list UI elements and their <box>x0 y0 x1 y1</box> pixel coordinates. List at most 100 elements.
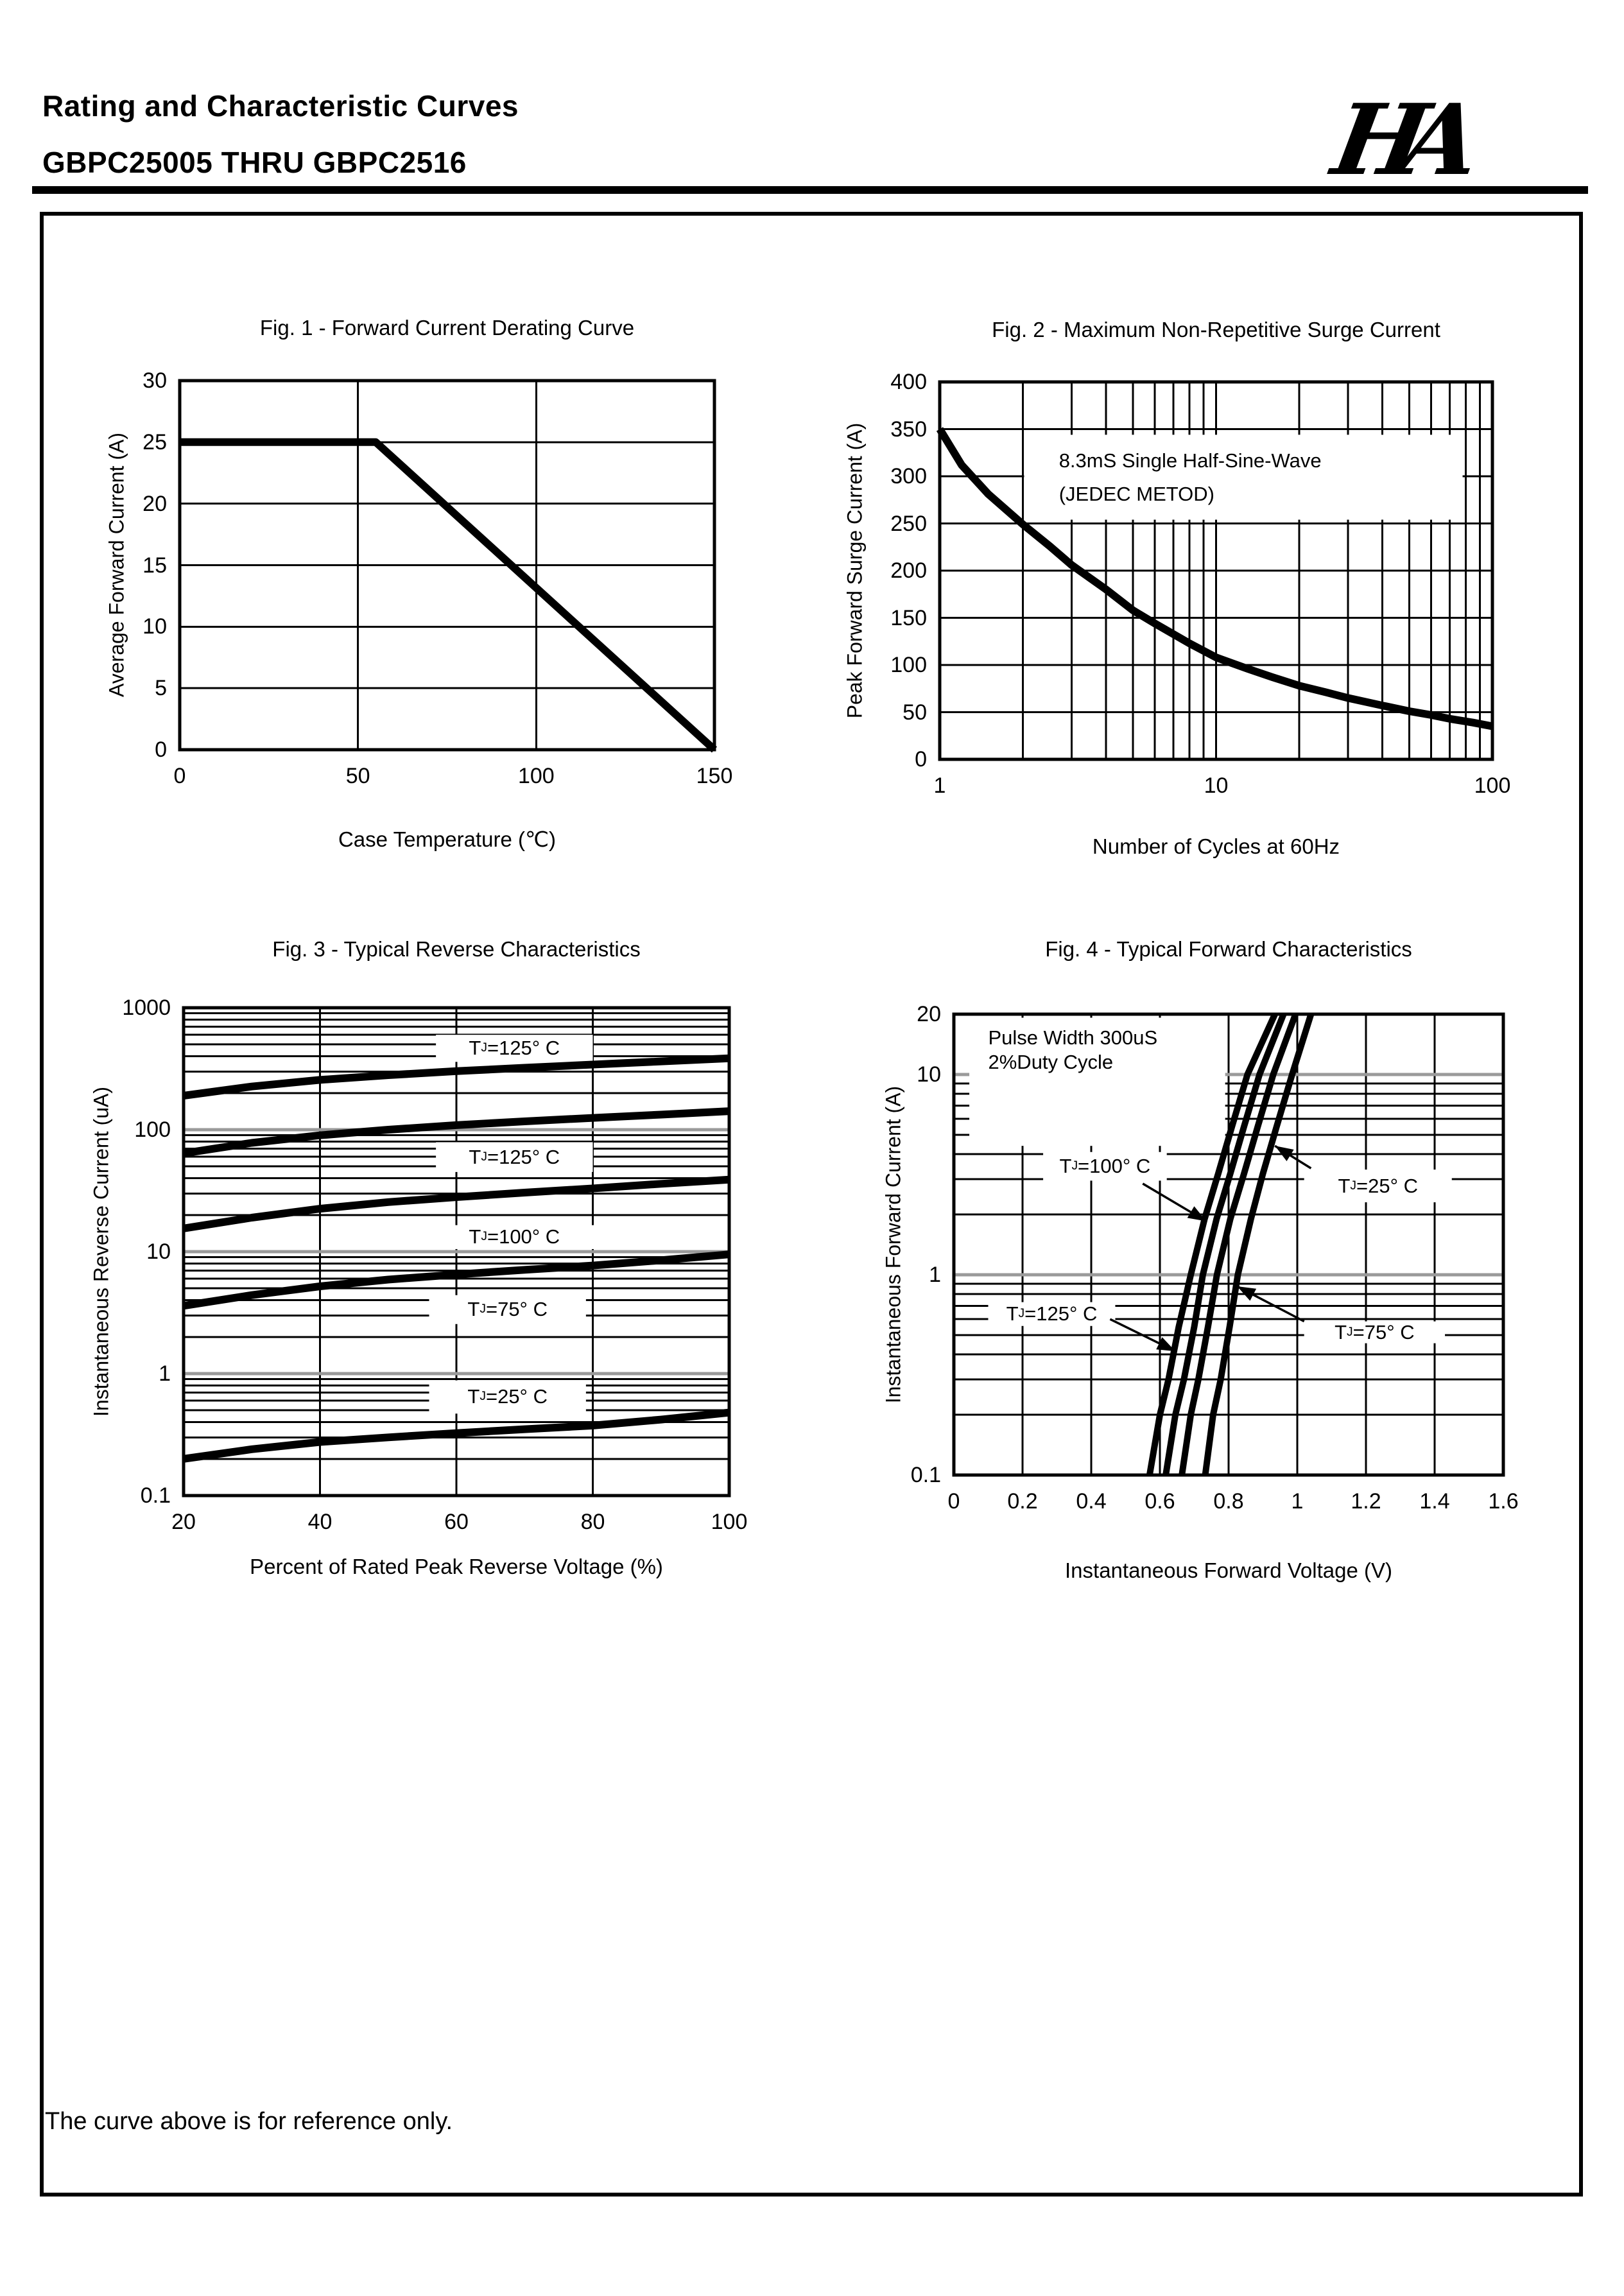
y-tick-label: 150 <box>890 605 927 630</box>
curve-tj-75-c <box>183 1250 730 1310</box>
curve-tj-100-c <box>183 1175 730 1232</box>
x-tick-label: 1.4 <box>1419 1489 1450 1514</box>
plot-border <box>938 380 1494 761</box>
brand-logo: HA <box>1325 82 1467 197</box>
curve-tj-125-c-lower- <box>183 1107 730 1157</box>
y-tick-label: 20 <box>917 1002 941 1026</box>
y-tick-label: 15 <box>143 553 167 578</box>
annotation-label: T J =100° C <box>469 1225 560 1248</box>
y-tick-label: 200 <box>890 558 927 583</box>
plot-border <box>178 379 716 752</box>
figure-4-title: Fig. 4 - Typical Forward Characteristics <box>1045 937 1412 961</box>
y-tick-label: 1000 <box>122 996 171 1020</box>
y-tick-label: 100 <box>134 1118 171 1142</box>
y-tick-label: 50 <box>903 700 927 725</box>
y-tick-label: 400 <box>890 370 927 394</box>
annotation-text: Pulse Width 300uS <box>988 1026 1158 1049</box>
annotation-text: 2%Duty Cycle <box>988 1050 1114 1073</box>
x-tick-label: 0 <box>947 1489 960 1514</box>
x-tick-label: 40 <box>307 1510 333 1534</box>
part-number-range: GBPC25005 THRU GBPC2516 <box>42 146 467 179</box>
y-tick-label: 25 <box>143 429 167 454</box>
x-tick-label: 1.2 <box>1351 1489 1381 1514</box>
curve-tj-75-c <box>1179 1013 1299 1476</box>
y-tick-label: 1 <box>929 1262 941 1287</box>
annotation-label: T J =125° C <box>469 1037 560 1060</box>
content-border-box <box>40 212 1583 2197</box>
reference-note: The curve above is for reference only. <box>45 2108 453 2135</box>
y-tick-label: 300 <box>890 464 927 488</box>
annotation-box <box>429 1225 600 1249</box>
y-tick-label: 250 <box>890 511 927 536</box>
annotation-text: 8.3mS Single Half-Sine-Wave <box>1058 449 1322 472</box>
annotation-label: T J =100° C <box>1059 1155 1151 1178</box>
figure-1-x-axis-label: Case Temperature (℃) <box>338 827 557 851</box>
annotation-box <box>1304 1321 1446 1343</box>
x-tick-label: 80 <box>580 1510 605 1534</box>
x-tick-label: 1 <box>933 773 946 798</box>
y-tick-label: 0.1 <box>140 1483 171 1508</box>
y-tick-label: 5 <box>155 676 167 701</box>
y-tick-label: 100 <box>890 653 927 677</box>
x-tick-label: 0.8 <box>1213 1489 1244 1514</box>
curve-tj-25-c <box>183 1408 730 1463</box>
x-tick-label: 1 <box>1291 1489 1304 1514</box>
annotation-box <box>436 1035 593 1062</box>
y-tick-label: 20 <box>143 491 167 516</box>
annotation-text: (JEDEC METOD) <box>1058 482 1214 505</box>
curve-forward-current-derating <box>180 438 718 753</box>
x-tick-label: 10 <box>1204 773 1229 798</box>
annotation-box <box>429 1295 586 1324</box>
x-tick-label: 0.4 <box>1076 1489 1107 1514</box>
annotation-label: T J =75° C <box>1335 1320 1415 1343</box>
curve-tj-100-c <box>1162 1013 1287 1476</box>
curve-tj-125-c <box>1146 1012 1278 1476</box>
x-tick-label: 0.6 <box>1145 1489 1175 1514</box>
annotation-label: T J =25° C <box>1338 1174 1418 1197</box>
header-divider-rule <box>32 186 1588 194</box>
y-tick-label: 0.1 <box>910 1463 941 1487</box>
annotation-box <box>1024 435 1463 520</box>
x-tick-label: 100 <box>711 1510 748 1534</box>
chart-canvas <box>936 380 1494 761</box>
annotation-box <box>1304 1170 1452 1203</box>
y-tick-label: 1 <box>159 1361 171 1386</box>
y-tick-label: 0 <box>915 747 927 772</box>
annotation-label: T J =75° C <box>467 1298 548 1321</box>
x-tick-label: 100 <box>1474 773 1511 798</box>
annotation-label: T J =25° C <box>467 1385 548 1408</box>
figure-2-x-axis-label: Number of Cycles at 60Hz <box>1092 834 1340 858</box>
y-tick-label: 30 <box>143 368 167 393</box>
annotation-label: T J =125° C <box>469 1145 560 1168</box>
arrow <box>1187 1206 1207 1221</box>
annotation-box <box>969 1017 1225 1146</box>
x-tick-label: 50 <box>345 764 370 788</box>
annotation-box <box>436 1142 593 1172</box>
figure-3-title: Fig. 3 - Typical Reverse Characteristics <box>272 937 641 961</box>
figure-2-title: Fig. 2 - Maximum Non-Repetitive Surge Cu… <box>992 318 1440 341</box>
annotation-box <box>988 1302 1116 1326</box>
y-tick-label: 10 <box>143 614 167 639</box>
curve-tj-125-c-upper- <box>183 1054 730 1100</box>
annotation-box <box>1043 1152 1167 1181</box>
x-tick-label: 0.2 <box>1007 1489 1038 1514</box>
page-title: Rating and Characteristic Curves <box>42 89 519 123</box>
annotation-label: T J =125° C <box>1006 1302 1098 1325</box>
x-tick-label: 150 <box>696 764 733 788</box>
figure-4-x-axis-label: Instantaneous Forward Voltage (V) <box>1065 1558 1392 1582</box>
figure-3-x-axis-label: Percent of Rated Peak Reverse Voltage (%… <box>250 1555 663 1578</box>
plot-border <box>952 1012 1505 1477</box>
y-tick-label: 350 <box>890 417 927 442</box>
x-tick-label: 60 <box>444 1510 469 1534</box>
y-tick-label: 0 <box>155 738 167 762</box>
x-tick-label: 0 <box>173 764 186 788</box>
y-tick-label: 10 <box>146 1239 171 1264</box>
x-tick-label: 100 <box>517 764 555 788</box>
arrow <box>1275 1146 1294 1161</box>
arrow <box>1156 1337 1176 1352</box>
chart-canvas <box>952 1012 1505 1477</box>
figure-4-y-axis-label: Instantaneous Forward Current (A) <box>881 1085 905 1404</box>
annotation-box <box>429 1380 586 1414</box>
curve-tj-25-c <box>1202 1013 1315 1476</box>
